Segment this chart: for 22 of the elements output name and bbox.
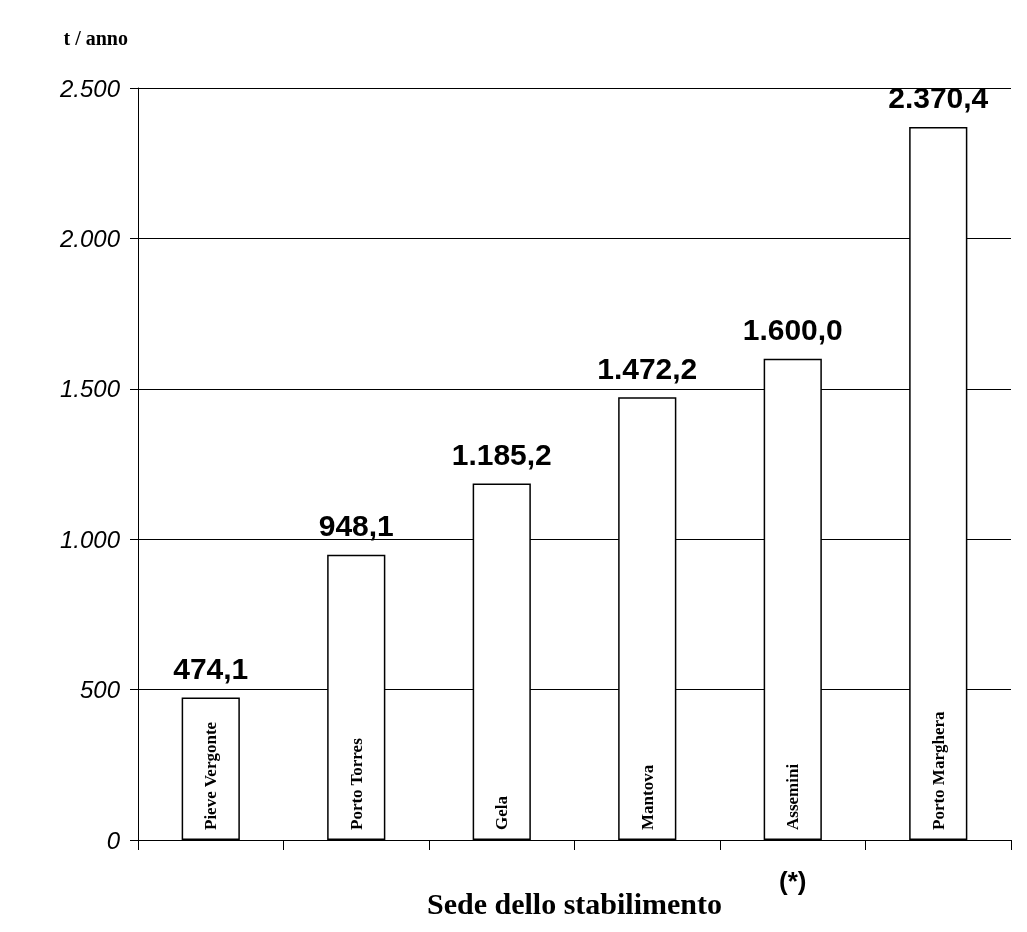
y-tick-label: 1.000 — [59, 525, 121, 553]
data-label: 2.370,4 — [888, 81, 989, 115]
x-tick-label: Mantova — [637, 764, 657, 830]
x-tick-label: Pieve Vergonte — [201, 721, 221, 830]
y-tick-label: 2.000 — [58, 224, 121, 252]
data-label: 1.600,0 — [742, 313, 843, 347]
x-tick-label: Assemini — [783, 763, 803, 830]
x-axis-title: Sede dello stabilimento — [426, 886, 723, 920]
data-label: 1.472,2 — [597, 351, 698, 385]
x-tick-label: Porto Torres — [346, 737, 366, 830]
text: (*) — [779, 866, 807, 896]
data-label: 948,1 — [318, 509, 394, 543]
bar — [181, 697, 240, 840]
x-tick-label: Porto Marghera — [928, 711, 948, 830]
y-tick-label: 500 — [79, 676, 121, 704]
y-tick-label: 1.500 — [59, 375, 121, 403]
x-tick-label: Gela — [492, 795, 512, 830]
y-tick-label: 2.500 — [58, 74, 121, 102]
y-axis-title: t / anno — [63, 27, 128, 49]
data-label: 474,1 — [173, 651, 249, 685]
data-label: 1.185,2 — [451, 437, 552, 471]
y-tick-label: 0 — [106, 826, 121, 854]
